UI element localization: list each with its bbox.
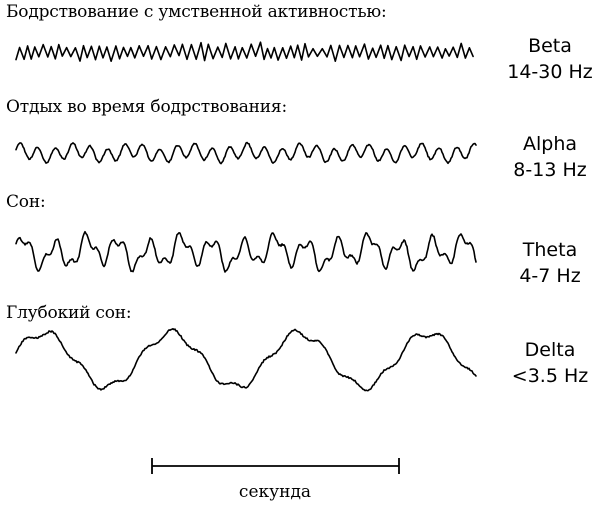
band-name-alpha: Alpha [522,133,578,155]
caption-delta: Глубокий сон: [6,303,132,323]
band-name-beta: Beta [528,35,572,57]
band-range-theta: 4-7 Hz [519,265,581,287]
band-range-delta: <3.5 Hz [511,365,589,387]
band-range-beta: 14-30 Hz [507,61,593,83]
one-second-scale-bar [151,458,400,474]
band-label-theta: Theta 4-7 Hz [500,237,600,289]
delta-wave-trace [15,328,477,392]
band-label-beta: Beta 14-30 Hz [500,33,600,85]
band-range-alpha: 8-13 Hz [513,159,587,181]
caption-beta: Бодрствование с умственной активностью: [6,2,387,22]
beta-wave-trace [15,41,474,62]
caption-alpha: Отдых во время бодрствования: [6,97,287,117]
band-name-delta: Delta [524,339,576,361]
caption-theta: Сон: [6,192,46,212]
alpha-wave-trace [15,141,477,165]
theta-wave-trace [15,230,477,273]
scale-bar-label: секунда [238,482,312,502]
band-name-theta: Theta [522,239,578,261]
band-label-delta: Delta <3.5 Hz [500,337,600,389]
band-label-alpha: Alpha 8-13 Hz [500,131,600,183]
